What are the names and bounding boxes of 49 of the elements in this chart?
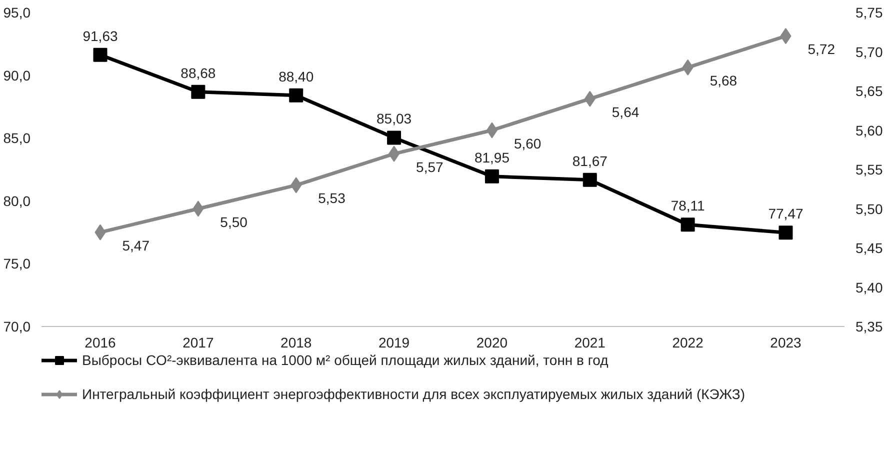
data-label: 5,72 [808, 41, 836, 58]
y-tick-label: 80,0 [3, 192, 31, 209]
x-tick-label: 2019 [378, 334, 410, 350]
y-tick-label: 70,0 [3, 318, 31, 334]
point [93, 48, 108, 62]
y-tick-label: 75,0 [3, 256, 31, 272]
y-tick-label: 85,0 [3, 130, 31, 146]
data-label: 5,64 [612, 104, 640, 120]
point [582, 172, 597, 187]
data-label: 88,68 [180, 64, 216, 81]
data-label: 5,50 [220, 214, 248, 230]
data-label: 5,47 [122, 237, 150, 254]
data-label: 5,68 [710, 72, 738, 88]
data-label: 5,53 [318, 190, 346, 206]
point [778, 226, 793, 240]
y2-tick-label: 5,60 [856, 122, 883, 138]
y2-tick-label: 5,40 [856, 279, 883, 296]
x-tick-label: 2016 [84, 334, 116, 350]
data-label: 78,11 [670, 198, 706, 214]
data-label: 5,57 [416, 158, 444, 175]
y2-tick-label: 5,45 [856, 240, 883, 256]
data-label: 77,47 [768, 206, 804, 222]
x-tick-label: 2021 [574, 334, 606, 350]
data-label: 85,03 [376, 110, 412, 127]
point [289, 88, 304, 102]
y2-tick-label: 5,75 [856, 4, 883, 20]
y-tick-label: 90,0 [3, 67, 31, 84]
data-label: 81,95 [474, 149, 510, 166]
y2-tick-label: 5,65 [856, 83, 883, 99]
x-tick-label: 2022 [672, 334, 704, 350]
point [191, 84, 206, 99]
data-label: 5,60 [514, 135, 542, 152]
x-tick-label: 2018 [280, 334, 312, 350]
data-label: 88,40 [278, 68, 314, 84]
x-tick-label: 2023 [770, 334, 802, 350]
legend-label: Выбросы CO²-эквивалента на 1000 м² общей площади жилых зданий, тонн в год [82, 352, 608, 368]
data-label: 81,67 [572, 152, 608, 169]
legend-label: Интегральный коэффициент энергоэффективности для всех эксплуатируемых жилых зданий (КЭЖЗ) [82, 386, 746, 402]
x-tick-label: 2020 [476, 334, 508, 350]
point [387, 130, 402, 145]
y-tick-label: 95,0 [3, 4, 31, 20]
y2-tick-label: 5,35 [856, 318, 883, 334]
point [680, 218, 695, 232]
y2-tick-label: 5,55 [856, 162, 883, 178]
point [484, 169, 499, 184]
x-tick-label: 2017 [182, 334, 214, 350]
y2-tick-label: 5,70 [856, 44, 883, 60]
y2-tick-label: 5,50 [856, 200, 883, 217]
data-label: 91,63 [82, 28, 118, 44]
